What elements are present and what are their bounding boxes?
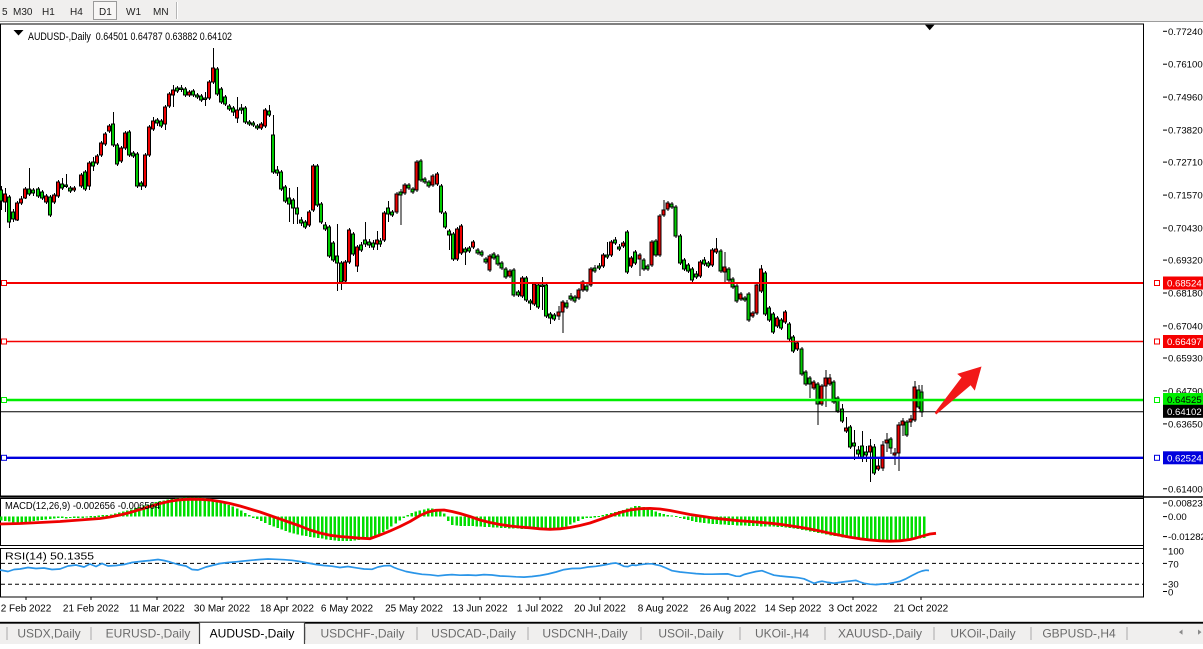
svg-text:0.64102: 0.64102: [1167, 407, 1202, 418]
svg-text:11 Mar 2022: 11 Mar 2022: [129, 604, 185, 615]
svg-text:2 Feb 2022: 2 Feb 2022: [1, 604, 52, 615]
svg-text:30: 30: [1168, 580, 1179, 591]
svg-text:0.63650: 0.63650: [1168, 419, 1203, 430]
svg-text:0.66497: 0.66497: [1167, 337, 1202, 348]
svg-text:USOil-,Daily: USOil-,Daily: [658, 627, 723, 641]
svg-text:6 May 2022: 6 May 2022: [321, 604, 374, 615]
svg-text:W1: W1: [126, 7, 141, 18]
svg-text:8 Aug 2022: 8 Aug 2022: [638, 604, 689, 615]
svg-text:GBPUSD-,H4: GBPUSD-,H4: [1042, 627, 1116, 641]
svg-text:H1: H1: [42, 7, 55, 18]
svg-text:13 Jun 2022: 13 Jun 2022: [452, 604, 507, 615]
svg-text:M30: M30: [13, 7, 33, 18]
svg-text:0.00823: 0.00823: [1168, 499, 1203, 510]
svg-text:UKOil-,H4: UKOil-,H4: [755, 627, 809, 641]
svg-text:XAUUSD-,Daily: XAUUSD-,Daily: [838, 627, 922, 641]
svg-text:USDCAD-,Daily: USDCAD-,Daily: [431, 627, 516, 641]
svg-text:26 Aug 2022: 26 Aug 2022: [700, 604, 757, 615]
svg-text:RSI(14) 50.1355: RSI(14) 50.1355: [5, 552, 94, 563]
svg-text:0.64790: 0.64790: [1168, 386, 1203, 397]
svg-text:20 Jul 2022: 20 Jul 2022: [574, 604, 626, 615]
svg-text:0.76100: 0.76100: [1168, 60, 1203, 71]
svg-text:30 Mar 2022: 30 Mar 2022: [194, 604, 251, 615]
svg-text:3 Oct 2022: 3 Oct 2022: [829, 604, 878, 615]
svg-text:0.68180: 0.68180: [1168, 289, 1203, 300]
svg-text:18 Apr 2022: 18 Apr 2022: [260, 604, 314, 615]
svg-text:EURUSD-,Daily: EURUSD-,Daily: [106, 627, 191, 641]
svg-text:1 Jul 2022: 1 Jul 2022: [517, 604, 564, 615]
svg-text:H4: H4: [70, 7, 83, 18]
svg-text:100: 100: [1168, 547, 1184, 558]
svg-text:MACD(12,26,9) -0.002656 -0.006: MACD(12,26,9) -0.002656 -0.006564: [5, 501, 160, 512]
svg-text:70: 70: [1168, 560, 1179, 571]
svg-text:21 Feb 2022: 21 Feb 2022: [63, 604, 120, 615]
svg-text:0.65930: 0.65930: [1168, 354, 1203, 365]
svg-text:0.61400: 0.61400: [1168, 484, 1203, 495]
svg-text:14 Sep 2022: 14 Sep 2022: [765, 604, 822, 615]
svg-text:AUDUSD-,Daily 0.64501 0.64787: AUDUSD-,Daily 0.64501 0.64787 0.63882 0.…: [28, 31, 232, 43]
svg-text:0.77240: 0.77240: [1168, 27, 1203, 38]
svg-text:USDX,Daily: USDX,Daily: [17, 627, 80, 641]
svg-text:0.73820: 0.73820: [1168, 126, 1203, 137]
svg-text:UKOil-,Daily: UKOil-,Daily: [950, 627, 1015, 641]
svg-text:0.72710: 0.72710: [1168, 158, 1203, 169]
svg-text:0.69320: 0.69320: [1168, 256, 1203, 267]
svg-text:USDCNH-,Daily: USDCNH-,Daily: [542, 627, 627, 641]
svg-text:0.67040: 0.67040: [1168, 321, 1203, 332]
svg-text:AUDUSD-,Daily: AUDUSD-,Daily: [210, 627, 295, 641]
svg-text:USDCHF-,Daily: USDCHF-,Daily: [321, 627, 405, 641]
svg-text:-0.01282: -0.01282: [1168, 532, 1203, 543]
svg-text:0.74960: 0.74960: [1168, 93, 1203, 104]
svg-text:21 Oct 2022: 21 Oct 2022: [894, 604, 949, 615]
svg-text:0.00: 0.00: [1168, 512, 1187, 523]
svg-text:D1: D1: [99, 7, 112, 18]
svg-text:MN: MN: [153, 7, 169, 18]
svg-text:0: 0: [1168, 588, 1173, 599]
svg-text:0.64525: 0.64525: [1167, 395, 1202, 406]
svg-text:25 May 2022: 25 May 2022: [385, 604, 443, 615]
svg-text:5: 5: [2, 7, 8, 18]
svg-text:0.70430: 0.70430: [1168, 224, 1203, 235]
svg-text:0.62524: 0.62524: [1167, 453, 1202, 464]
svg-text:0.71570: 0.71570: [1168, 191, 1203, 202]
svg-text:0.68524: 0.68524: [1167, 279, 1202, 290]
